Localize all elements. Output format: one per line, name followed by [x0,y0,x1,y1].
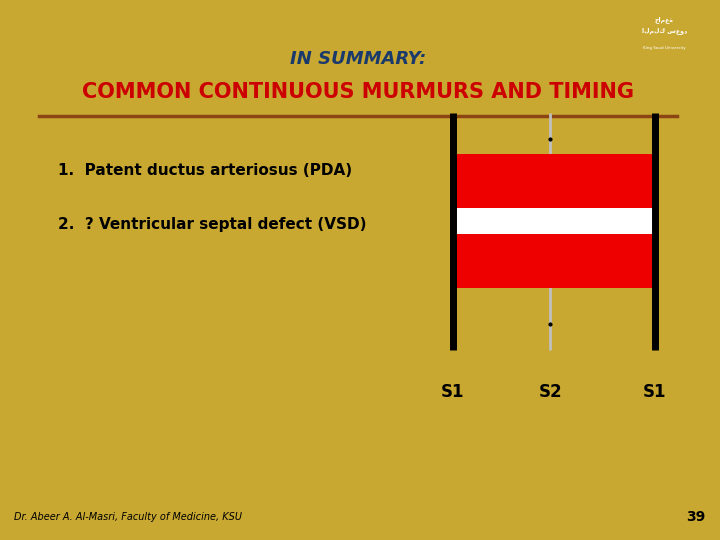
Text: 1.  Patent ductus arteriosus (PDA): 1. Patent ductus arteriosus (PDA) [58,163,353,178]
Text: COMMON CONTINUOUS MURMURS AND TIMING: COMMON CONTINUOUS MURMURS AND TIMING [82,82,634,102]
Bar [453,153,654,208]
Text: S2: S2 [539,383,562,401]
Text: 2.  ? Ventricular septal defect (VSD): 2. ? Ventricular septal defect (VSD) [58,217,367,232]
Text: S1: S1 [643,383,667,401]
Text: Dr. Abeer A. Al-Masri, Faculty of Medicine, KSU: Dr. Abeer A. Al-Masri, Faculty of Medici… [14,512,243,522]
Text: King Saud University: King Saud University [643,46,685,50]
Bar [453,234,654,288]
Text: 39: 39 [686,510,706,524]
Text: الملك سعود: الملك سعود [642,28,687,35]
Bar [453,208,654,234]
Text: IN SUMMARY:: IN SUMMARY: [290,50,426,68]
Text: جامعة: جامعة [655,16,674,23]
Text: S1: S1 [441,383,464,401]
